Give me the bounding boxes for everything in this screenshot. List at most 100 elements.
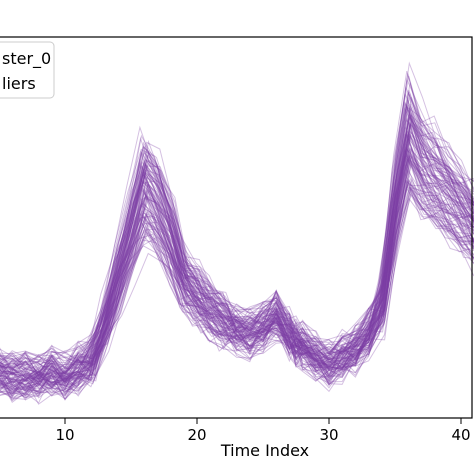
series-line <box>0 185 474 401</box>
series-line <box>0 114 474 380</box>
series-line <box>0 116 474 389</box>
series-line <box>0 137 474 397</box>
series-line <box>0 131 474 375</box>
series-line <box>0 135 474 405</box>
series-line <box>0 131 474 381</box>
series-line <box>0 162 474 390</box>
series-line <box>0 187 474 400</box>
series-line <box>0 121 474 381</box>
series-line <box>0 149 474 386</box>
series-line <box>0 121 474 388</box>
series-line <box>0 133 474 370</box>
series-line <box>0 116 474 394</box>
series-line <box>0 103 474 375</box>
x-tick-label-40: 40 <box>451 426 470 444</box>
series-line <box>0 135 474 373</box>
x-axis-ticks: 10 20 30 40 <box>55 418 471 444</box>
series-line <box>0 119 474 381</box>
series-line <box>0 146 474 373</box>
series-line <box>0 73 474 374</box>
series-line <box>0 148 474 377</box>
series-line <box>0 185 474 397</box>
series-line <box>0 111 474 387</box>
series-line <box>0 108 474 397</box>
series-line <box>0 105 474 383</box>
series-line <box>0 124 474 389</box>
series-line <box>0 107 474 386</box>
series-line <box>0 168 474 391</box>
series-line <box>0 153 474 393</box>
series-line <box>0 133 474 385</box>
series-line <box>0 155 474 396</box>
series-line <box>0 184 474 383</box>
series-line <box>0 150 474 395</box>
series-line <box>0 159 474 404</box>
series-line <box>0 133 474 395</box>
series-line <box>0 129 474 397</box>
series-line <box>0 133 474 378</box>
series-line <box>0 159 474 393</box>
series-line <box>0 97 474 378</box>
series-line <box>0 154 474 394</box>
series-line <box>0 173 474 397</box>
series-line <box>0 181 474 390</box>
series-line <box>0 169 474 373</box>
series-line <box>0 97 474 392</box>
legend-box <box>0 41 55 99</box>
series-line <box>0 147 474 368</box>
series-line <box>0 149 474 384</box>
legend-entry-0: ster_0 <box>2 49 51 69</box>
series-line <box>0 180 474 399</box>
series-line <box>0 118 474 384</box>
series-line <box>0 114 474 368</box>
series-line <box>0 186 474 393</box>
series-line <box>0 145 474 386</box>
plot-frame <box>0 36 473 419</box>
series-line <box>0 147 474 391</box>
series-line <box>0 124 474 389</box>
series-line <box>0 179 474 391</box>
legend: ster_0 liers <box>0 41 55 99</box>
series-line <box>0 150 474 399</box>
series-line <box>0 177 474 383</box>
series-line <box>0 117 474 390</box>
series-line <box>0 133 474 388</box>
series-line <box>0 92 474 386</box>
series-line <box>0 178 474 396</box>
series-line <box>0 134 474 387</box>
series-line <box>0 104 474 393</box>
x-tick-label-10: 10 <box>55 426 74 444</box>
series-line <box>0 70 474 380</box>
series-line <box>0 130 474 387</box>
series-line <box>0 146 474 396</box>
x-axis-label: Time Index <box>220 441 309 460</box>
series-line <box>0 89 474 391</box>
series-line <box>0 100 474 389</box>
legend-entry-1: liers <box>2 74 36 93</box>
series-line <box>0 193 474 402</box>
series-line <box>0 134 474 381</box>
series-line <box>0 141 474 398</box>
series-line <box>0 148 474 369</box>
series-line <box>0 155 474 383</box>
series-line <box>0 85 474 381</box>
series-line <box>0 101 474 398</box>
series-line <box>0 101 474 379</box>
series-line <box>0 125 474 388</box>
series-line <box>0 178 474 399</box>
series-line <box>0 102 474 386</box>
series-line <box>0 184 474 389</box>
series-line <box>0 121 474 375</box>
series-line <box>0 161 474 392</box>
series-line <box>0 154 474 384</box>
x-tick-label-30: 30 <box>319 426 338 444</box>
series-line <box>0 155 474 380</box>
series-lines <box>0 61 474 405</box>
series-line <box>0 114 474 368</box>
series-line <box>0 153 474 387</box>
series-line <box>0 119 474 395</box>
series-line <box>0 91 474 371</box>
series-line <box>0 76 474 382</box>
series-line <box>0 125 474 369</box>
